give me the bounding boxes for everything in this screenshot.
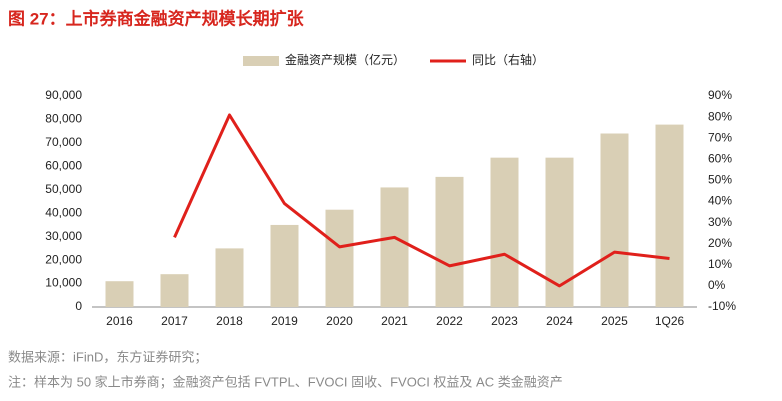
bar [270,224,299,307]
bar [600,133,629,307]
y2-tick-label: -10% [708,299,736,313]
x-tick-label: 2016 [106,314,133,328]
bar [655,124,684,307]
x-tick-label: 2022 [436,314,463,328]
y-tick-label: 90,000 [45,88,82,102]
source: 数据来源：iFinD，东方证券研究； [8,349,207,365]
y-tick-label: 70,000 [45,135,82,149]
x-tick-label: 2020 [326,314,353,328]
legend-label: 同比（右轴） [472,52,544,67]
y-tick-label: 20,000 [45,252,82,266]
bar [435,176,464,307]
x-tick-label: 2024 [546,314,573,328]
note: 注：样本为 50 家上市券商；金融资产包括 FVTPL、FVOCI 固收、FVO… [8,374,563,390]
y2-tick-label: 40% [708,194,732,208]
y-tick-label: 60,000 [45,159,82,173]
y-tick-label: 40,000 [45,205,82,219]
bar [105,281,134,307]
y2-tick-label: 50% [708,173,732,187]
y2-tick-label: 70% [708,130,732,144]
y2-tick-label: 10% [708,257,732,271]
y2-tick-label: 0% [708,278,726,292]
x-tick-label: 2021 [381,314,408,328]
x-tick-label: 2023 [491,314,518,328]
legend-swatch [243,56,279,66]
bar [490,157,519,307]
y-tick-label: 30,000 [45,229,82,243]
y2-tick-label: 60% [708,151,732,165]
x-tick-label: 2019 [271,314,298,328]
bar [325,209,354,307]
y2-tick-label: 20% [708,236,732,250]
chart-title: 图 27：上市券商金融资产规模长期扩张 [8,8,305,28]
x-tick-label: 2018 [216,314,243,328]
y2-tick-label: 80% [708,109,732,123]
y2-tick-label: 30% [708,215,732,229]
bar [215,248,244,307]
bar [160,274,189,307]
y-tick-label: 80,000 [45,112,82,126]
line [173,113,670,288]
y-tick-label: 10,000 [45,276,82,290]
x-tick-label: 2025 [601,314,628,328]
legend-label: 金融资产规模（亿元） [285,52,405,67]
bar [380,187,409,307]
y-tick-label: 0 [75,299,82,313]
y-tick-label: 50,000 [45,182,82,196]
x-tick-label: 2017 [161,314,188,328]
y2-tick-label: 90% [708,88,732,102]
x-tick-label: 1Q26 [655,314,685,328]
